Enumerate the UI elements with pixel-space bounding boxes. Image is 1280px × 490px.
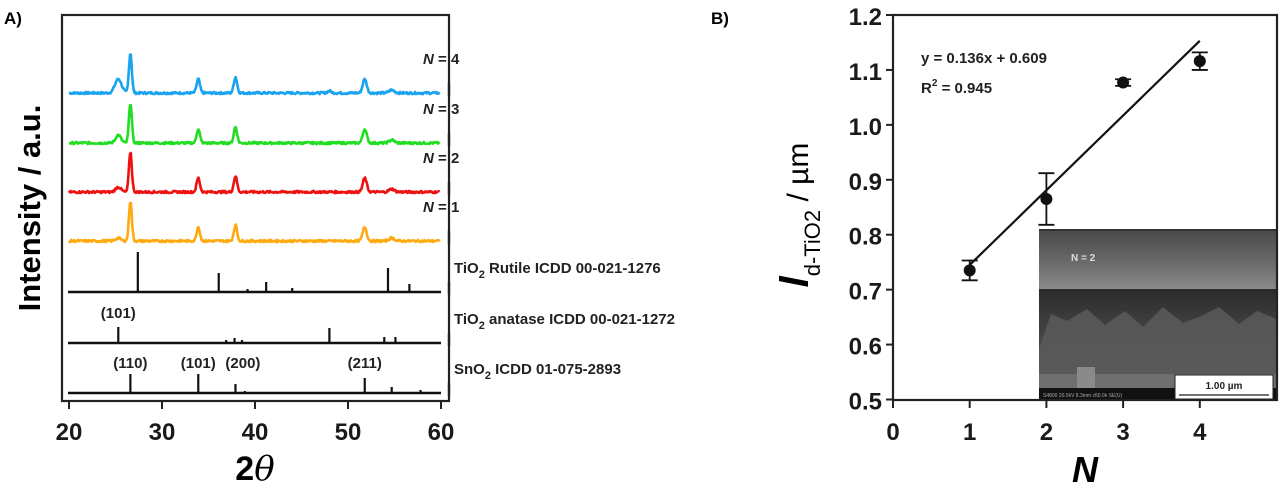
miller-index-label: (200)	[225, 355, 260, 372]
sem-feature	[1077, 367, 1095, 389]
reference-label: TiO2 anatase ICDD 00-021-1272	[454, 311, 675, 332]
sem-inset-image: S4800 20.0kV 8.3mm x50.0k SE(U) 1.00 µm N …	[1039, 229, 1277, 400]
y-tick-label: 0.8	[849, 224, 882, 251]
sem-sample-label: N = 2	[1071, 253, 1096, 264]
xrd-patterns	[67, 53, 441, 244]
miller-index-label: (211)	[348, 355, 382, 372]
fit-line	[968, 40, 1201, 266]
x-axis: 20 30 40 50 60	[56, 401, 455, 446]
sem-top-layer	[1039, 231, 1277, 289]
sem-info-text: S4800 20.0kV 8.3mm x50.0k SE(U)	[1043, 393, 1123, 399]
x-tick-label: 20	[56, 419, 83, 446]
linear-fit-line	[968, 40, 1201, 266]
plot-frame	[891, 13, 1279, 402]
series-label: N = 1	[423, 199, 459, 216]
y-axis-label: Intensity / a.u.	[12, 105, 47, 312]
x-tick-label: 60	[428, 419, 455, 446]
data-point	[1191, 51, 1208, 71]
y-tick-label: 1.0	[849, 114, 882, 141]
sem-crystals	[1039, 307, 1277, 374]
x-tick-label: 3	[1116, 419, 1129, 446]
data-point	[961, 259, 978, 282]
series-labels: N = 4 N = 3 N = 2 N = 1	[423, 51, 460, 216]
panel-a: A) Intensity / a.u. TiO2 Rutile ICDD 00-…	[4, 9, 675, 489]
x-axis-label: N	[1072, 449, 1099, 490]
svg-text:ld-TiO2 / µm: ld-TiO2 / µm	[773, 143, 825, 288]
y-axis-label: ld-TiO2 / µm	[773, 143, 825, 288]
reference-patterns: TiO2 Rutile ICDD 00-021-1276 (101) TiO2 an…	[68, 252, 675, 395]
data-points	[961, 51, 1208, 282]
fit-equation: y = 0.136x + 0.609	[921, 50, 1047, 67]
panel-b: B) ld-TiO2 / µm S4800 20.0kV 8.3mm x50.0…	[711, 4, 1279, 490]
y-tick-label: 0.5	[849, 389, 882, 416]
xrd-pattern-n3	[68, 103, 441, 146]
y-tick-label: 0.9	[849, 169, 882, 196]
x-tick-label: 0	[886, 419, 899, 446]
xrd-pattern-n4	[68, 53, 441, 96]
data-point	[1038, 172, 1055, 226]
miller-index-label: (110)	[113, 355, 147, 372]
x-axis-label: 2θ	[235, 449, 274, 489]
x-tick-label: 2	[1040, 419, 1053, 446]
series-label: N = 3	[423, 101, 459, 118]
xrd-pattern-n2	[67, 151, 441, 195]
panel-a-label: A)	[4, 9, 22, 28]
axes: 0.5 0.6 0.7 0.8 0.9 1.0 1.1 1.2 0 1 2 3 4	[849, 4, 1207, 446]
fit-r-squared: R2 = 0.945	[921, 78, 992, 97]
miller-index-label: (101)	[181, 355, 216, 372]
x-tick-label: 30	[149, 419, 176, 446]
x-tick-label: 1	[963, 419, 976, 446]
panel-b-label: B)	[711, 9, 729, 28]
y-tick-label: 1.2	[849, 4, 882, 31]
series-label: N = 4	[423, 51, 460, 68]
x-tick-label: 50	[335, 419, 362, 446]
y-tick-label: 0.7	[849, 279, 882, 306]
miller-index-label: (101)	[101, 305, 136, 322]
scale-bar-label: 1.00 µm	[1206, 381, 1243, 392]
reference-label: SnO2 ICDD 01-075-2893	[454, 361, 621, 382]
data-point	[1115, 76, 1132, 89]
xrd-pattern-n1	[67, 201, 441, 244]
y-tick-label: 0.6	[849, 334, 882, 361]
x-tick-label: 40	[242, 419, 269, 446]
reference-label: TiO2 Rutile ICDD 00-021-1276	[454, 260, 661, 281]
series-label: N = 2	[423, 150, 459, 167]
x-tick-label: 4	[1193, 419, 1207, 446]
y-tick-label: 1.1	[849, 59, 882, 86]
